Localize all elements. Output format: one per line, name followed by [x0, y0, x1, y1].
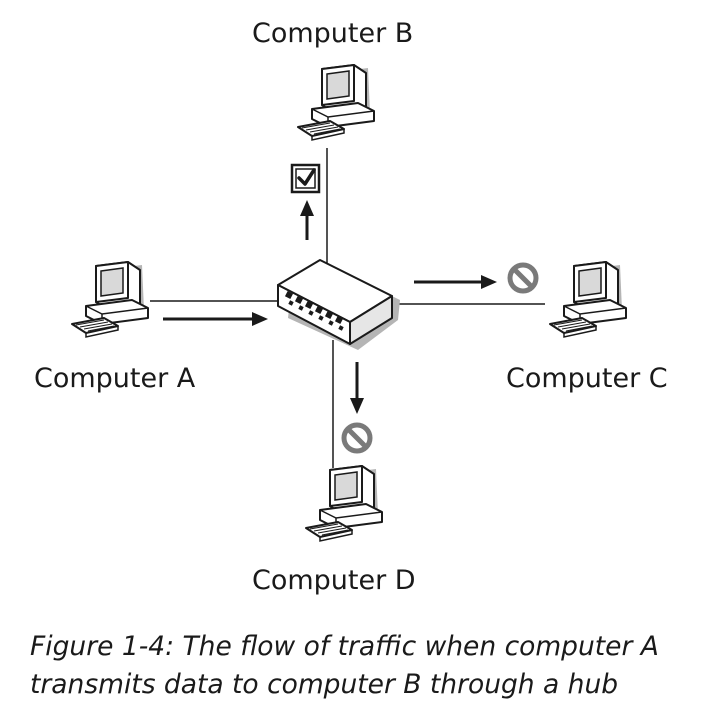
arrow-hub-to-c: [414, 275, 497, 289]
computer-a-icon: [71, 261, 149, 338]
arrow-a-to-hub: [163, 312, 268, 326]
label-computer-c: Computer C: [506, 363, 668, 394]
connection-lines: [150, 148, 545, 468]
arrow-hub-to-b: [300, 200, 314, 240]
caption-line-1: Figure 1-4: The flow of traffic when com…: [30, 631, 659, 662]
hub-icon: [277, 259, 400, 350]
computer-c-icon: [549, 261, 627, 338]
caption-line-2: transmits data to computer B through a h…: [30, 669, 619, 700]
prohibited-icon-d: [344, 425, 370, 451]
checkbox-checked-icon: [290, 163, 321, 194]
label-computer-b: Computer B: [252, 18, 414, 49]
prohibited-icon-c: [510, 265, 536, 291]
computer-d-icon: [305, 465, 383, 542]
label-computer-a: Computer A: [34, 363, 196, 394]
arrow-hub-to-d: [350, 362, 364, 414]
computer-b-icon: [297, 64, 375, 141]
figure-caption: Figure 1-4: The flow of traffic when com…: [30, 628, 710, 704]
label-computer-d: Computer D: [252, 565, 416, 596]
